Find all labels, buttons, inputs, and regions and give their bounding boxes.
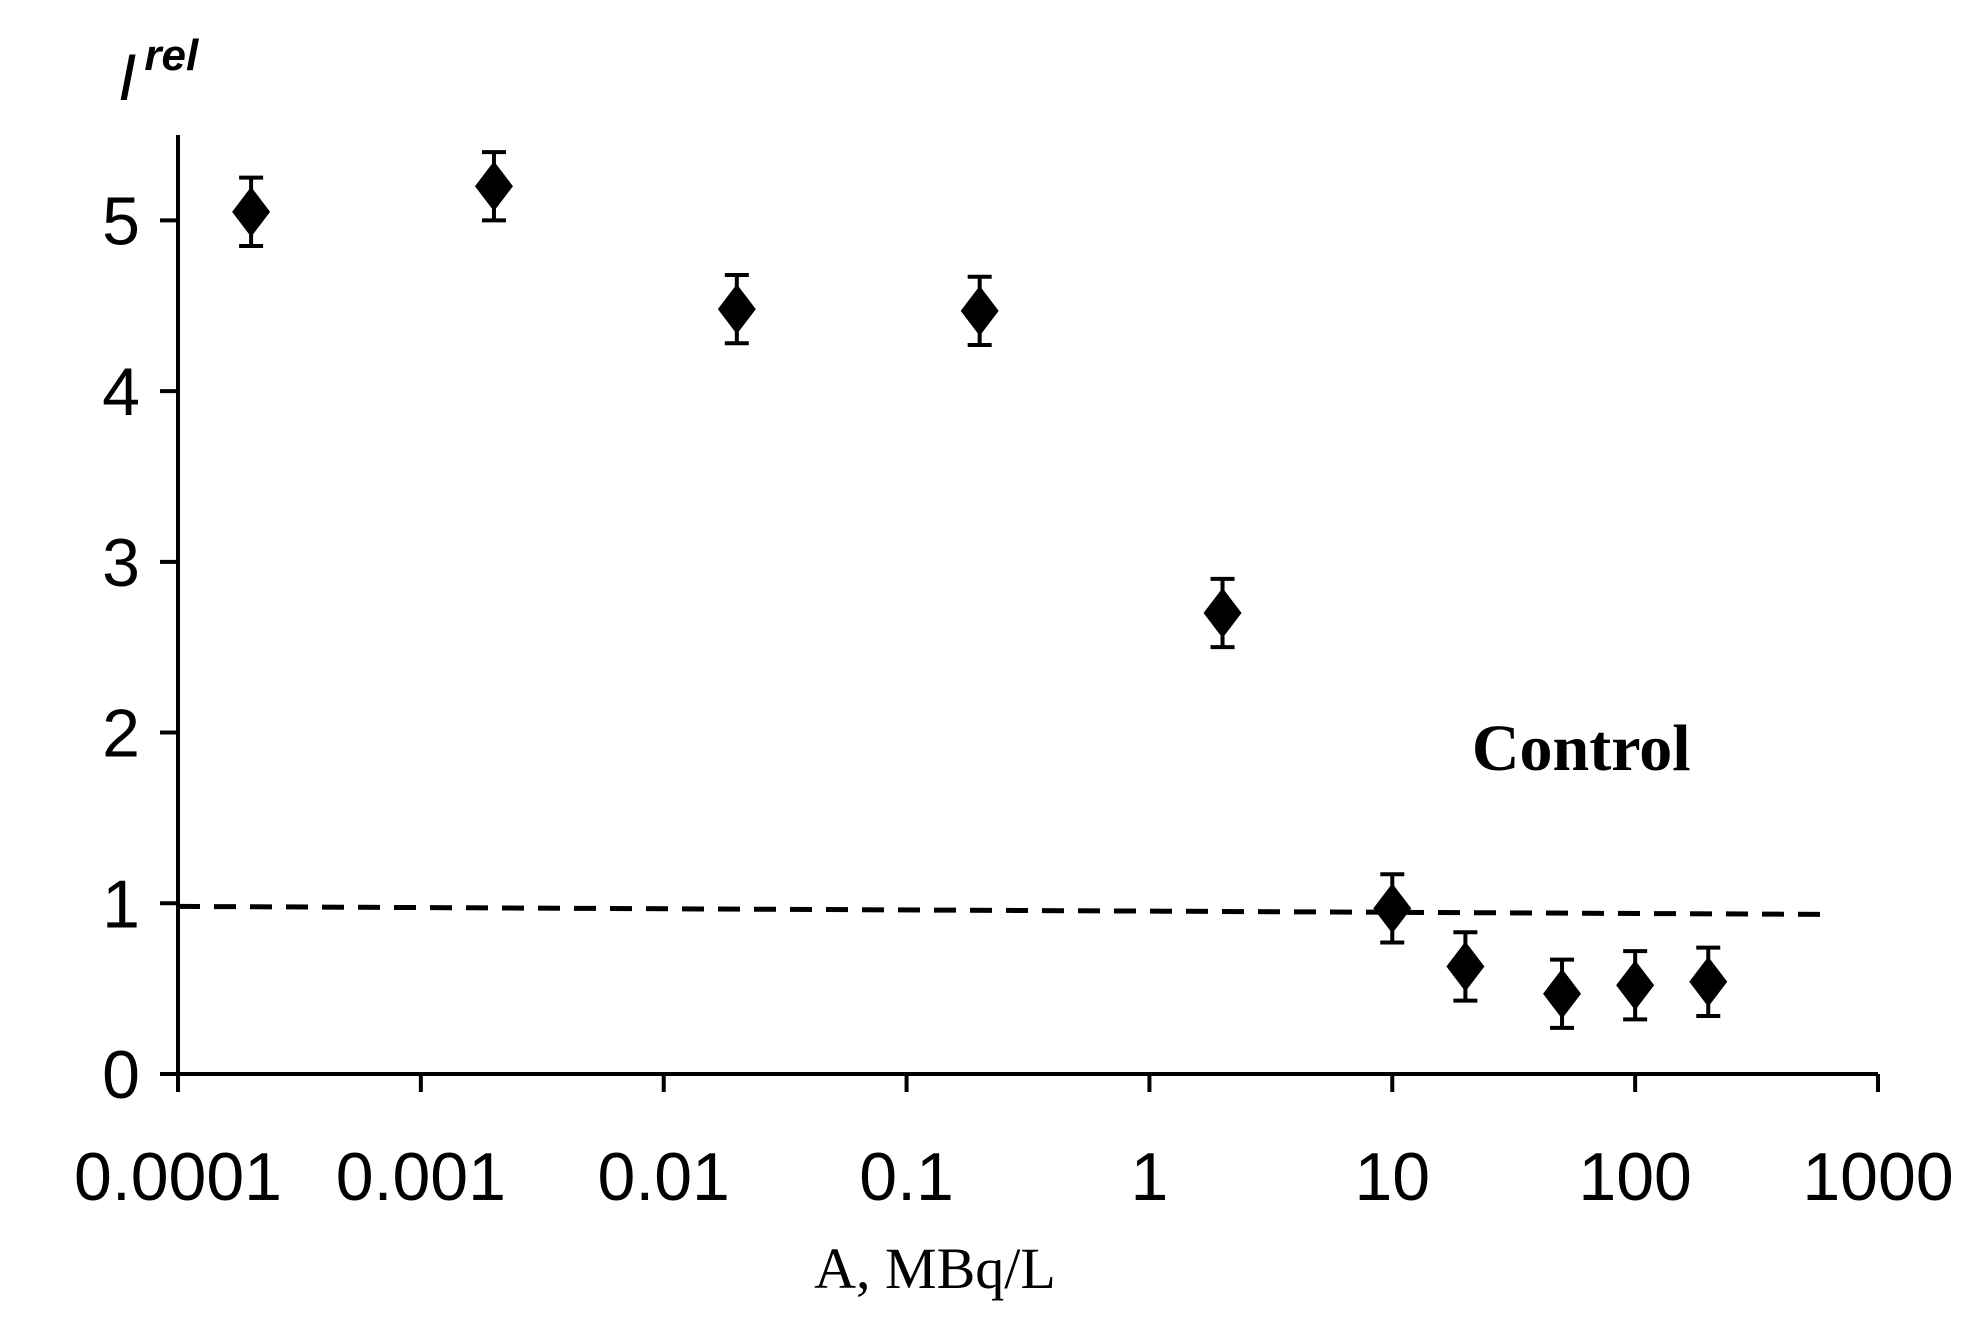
data-point-diamond bbox=[232, 186, 271, 237]
y-tick-label: 4 bbox=[102, 354, 140, 430]
data-point-diamond bbox=[1446, 941, 1485, 992]
data-points bbox=[232, 150, 1728, 1030]
y-axis-label-sup: rel bbox=[144, 31, 199, 80]
data-point-diamond bbox=[1616, 960, 1655, 1011]
x-tick-label: 1 bbox=[1131, 1139, 1169, 1215]
control-dashed-line bbox=[177, 903, 1825, 917]
axes bbox=[176, 135, 1878, 1076]
x-axis-label: A, MBq/L bbox=[814, 1236, 1056, 1301]
data-point-diamond bbox=[1203, 588, 1242, 639]
x-tick-label: 0.001 bbox=[336, 1139, 506, 1215]
y-axis-label: I rel bbox=[118, 31, 199, 114]
data-point-diamond bbox=[1543, 968, 1582, 1019]
data-point-diamond bbox=[1689, 956, 1728, 1007]
control-label: Control bbox=[1472, 712, 1691, 785]
x-tick-label: 0.1 bbox=[859, 1139, 954, 1215]
data-point-diamond bbox=[1373, 883, 1412, 934]
data-point-diamond bbox=[717, 284, 756, 335]
y-axis-label-main: I bbox=[118, 40, 136, 114]
x-tick-label: 1000 bbox=[1802, 1139, 1953, 1215]
y-tick-label: 2 bbox=[102, 696, 140, 772]
x-tick-label: 0.01 bbox=[598, 1139, 730, 1215]
x-tick-label: 100 bbox=[1578, 1139, 1691, 1215]
x-tick-label: 10 bbox=[1354, 1139, 1430, 1215]
y-tick-label: 3 bbox=[102, 525, 140, 601]
data-point-diamond bbox=[474, 161, 513, 212]
x-tick-label: 0.0001 bbox=[74, 1139, 282, 1215]
data-point-diamond bbox=[960, 285, 999, 336]
y-tick-label: 0 bbox=[102, 1037, 140, 1113]
y-ticks: 0 1 2 3 4 5 bbox=[102, 183, 178, 1113]
x-ticks: 0.0001 0.001 0.01 0.1 1 10 100 1000 bbox=[74, 1074, 1954, 1215]
y-tick-label: 1 bbox=[102, 866, 140, 942]
control-reference: Control bbox=[177, 712, 1825, 917]
y-tick-label: 5 bbox=[102, 183, 140, 259]
